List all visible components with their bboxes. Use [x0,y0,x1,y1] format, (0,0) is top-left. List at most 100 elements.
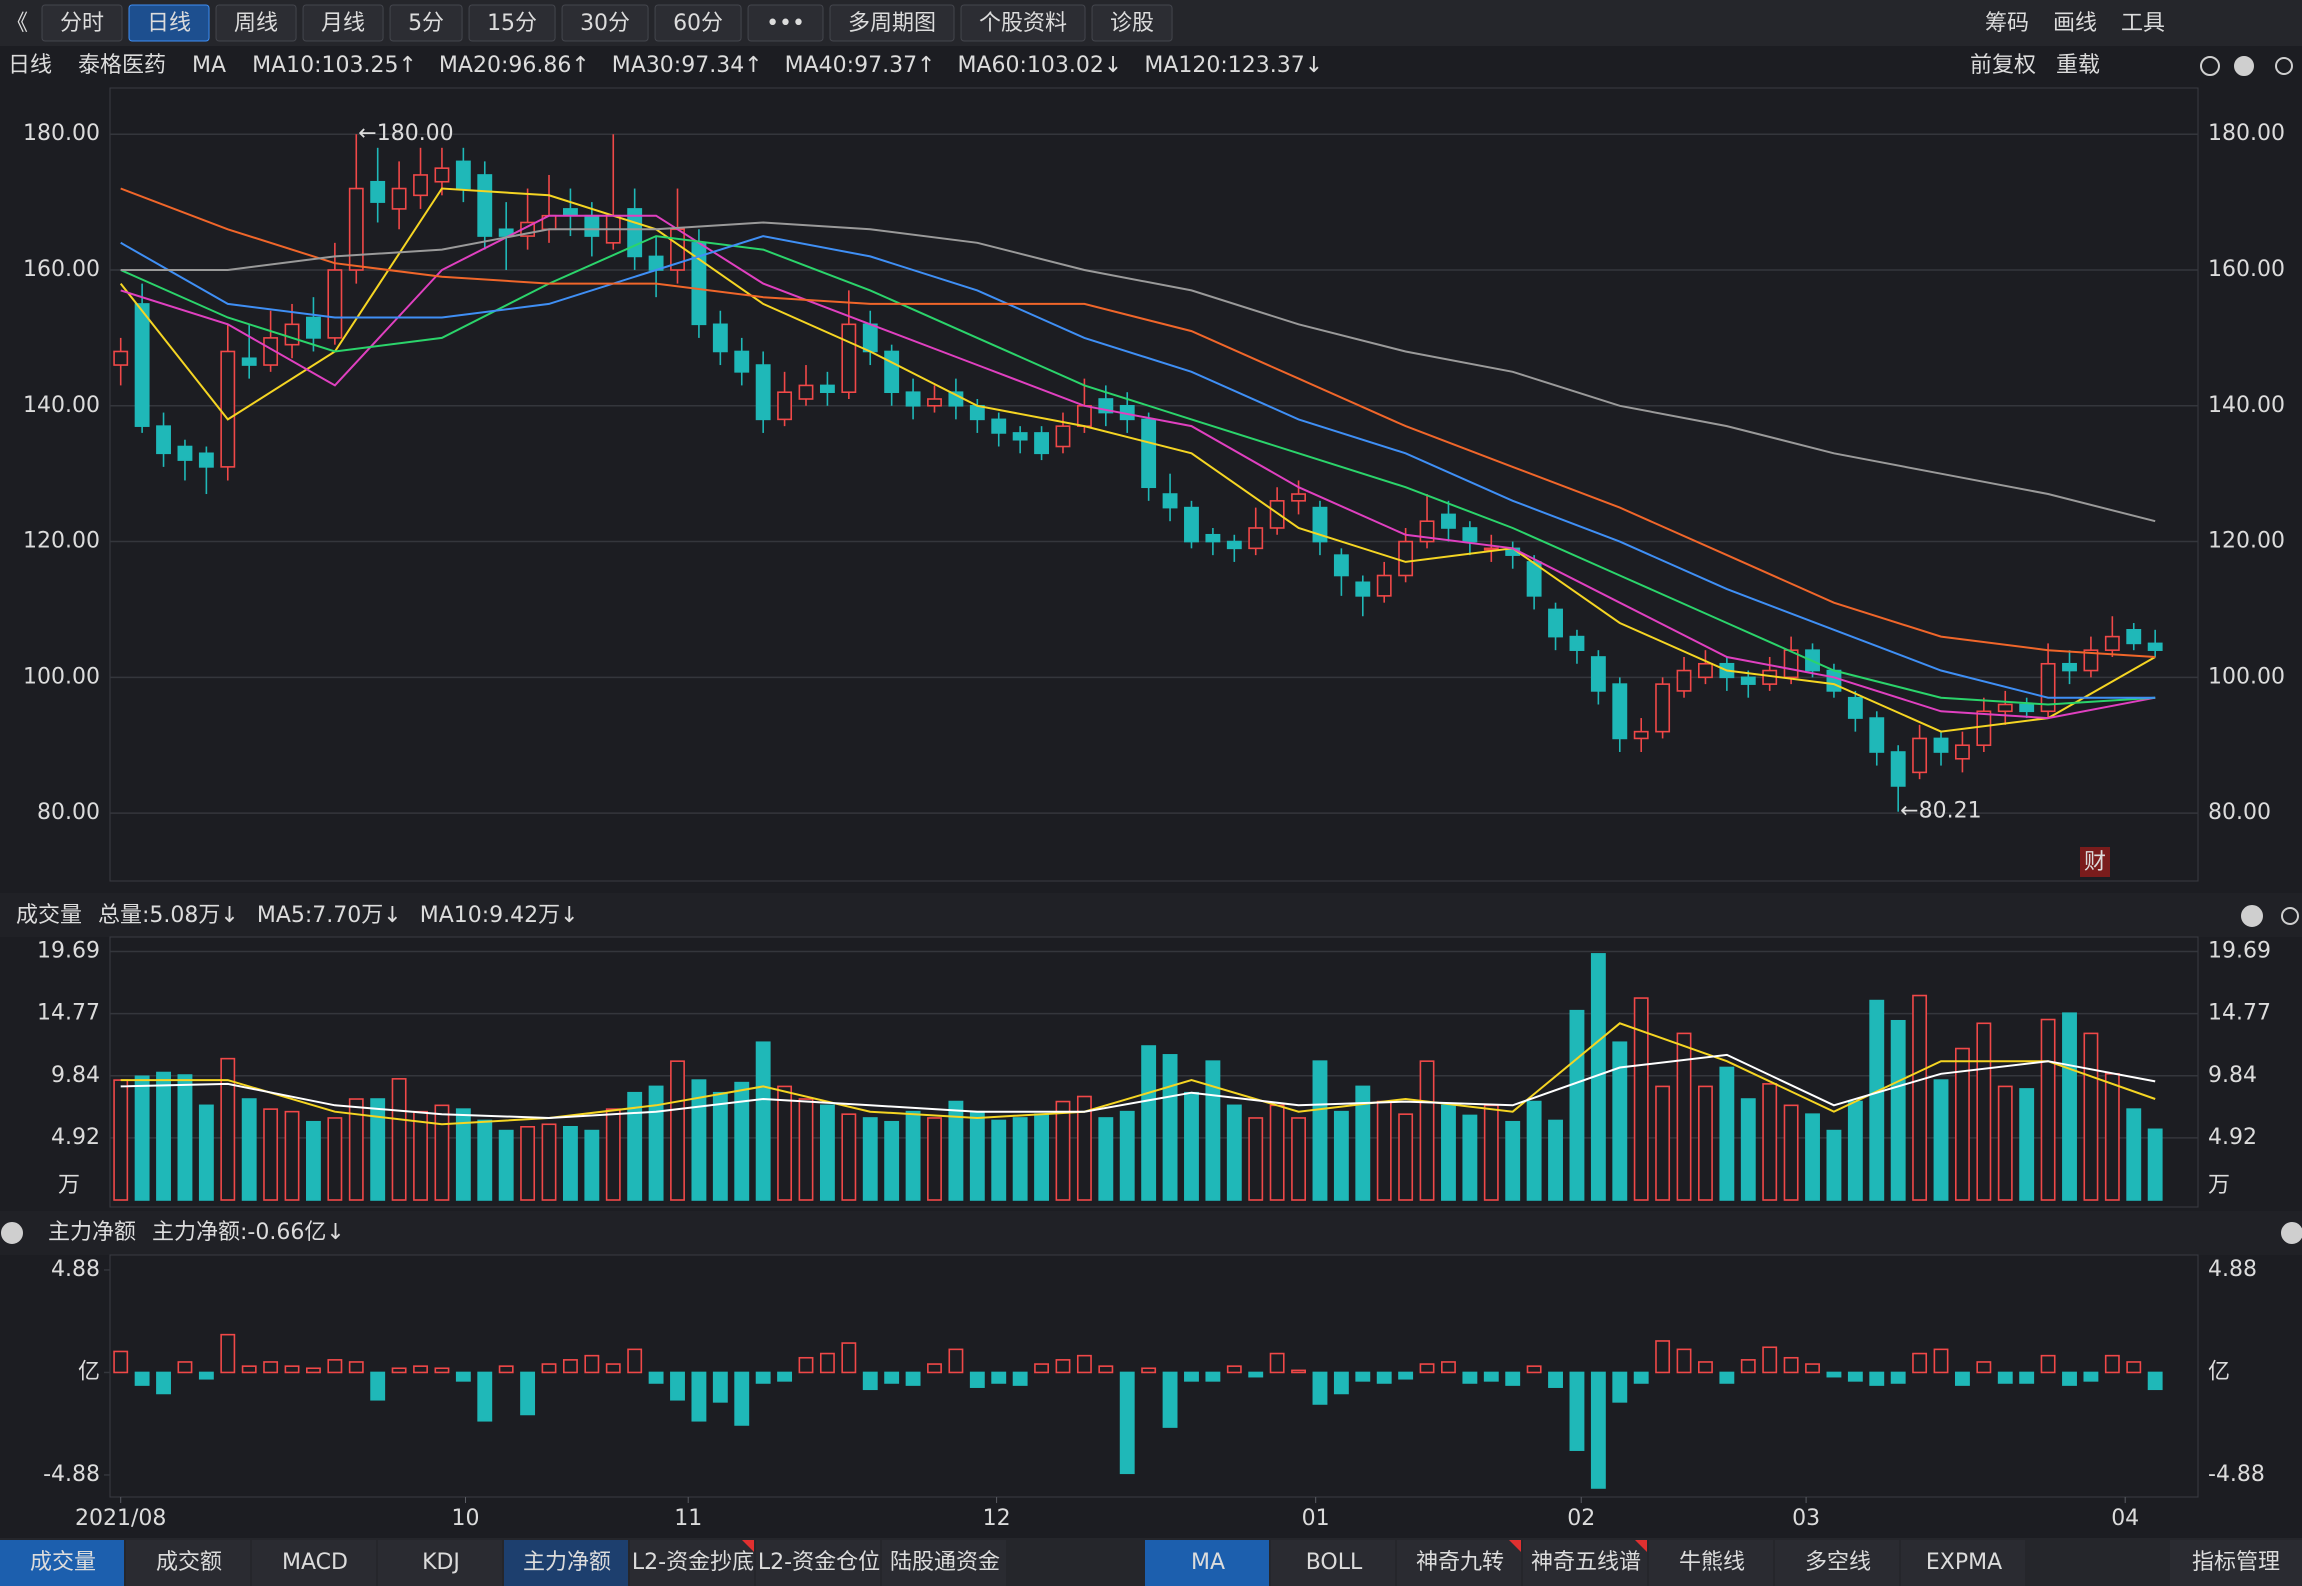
tab[interactable] [1649,1540,1773,1586]
tab-label[interactable]: KDJ [422,1550,460,1575]
settings-icon[interactable] [2275,57,2293,75]
tab-label[interactable]: 牛熊线 [1679,1550,1745,1575]
bar [1462,1114,1478,1201]
y-tick-label-right: 180.00 [2208,121,2285,146]
toolbar-button[interactable] [1091,4,1173,42]
toolbar-button-label[interactable]: 60分 [673,11,723,36]
bar [691,1079,707,1201]
collapse-icon[interactable] [1,1222,23,1244]
tab-label[interactable]: 陆股通资金 [890,1550,1000,1575]
candle-body [1055,425,1071,448]
x-tick-label: 01 [1302,1506,1330,1531]
tab[interactable] [0,1540,124,1586]
tab[interactable] [1145,1540,1269,1586]
bar [712,1371,728,1403]
toolbar-button[interactable] [829,4,955,42]
toolbar-button[interactable] [561,4,649,42]
tab-label[interactable]: 主力净额 [523,1550,611,1575]
toolbar-button-label[interactable]: 个股资料 [979,11,1067,36]
toolbar-button[interactable] [389,4,463,42]
tab-label[interactable]: 多空线 [1805,1550,1871,1575]
remove-icon[interactable] [2234,56,2254,76]
bar [263,1361,279,1374]
tab[interactable] [756,1540,880,1586]
candle-body [1954,744,1970,760]
toolbar-button[interactable] [960,4,1086,42]
toolbar-button[interactable] [128,4,210,42]
tab[interactable] [1901,1540,2025,1586]
toolbar-button-label[interactable]: 多周期图 [848,11,936,36]
close-icon[interactable] [2281,1222,2302,1244]
tab[interactable] [2170,1540,2302,1586]
toolbar-button-label[interactable]: ••• [766,11,805,36]
toolbar-button-label[interactable]: 月线 [321,11,365,36]
toolbar-right-item[interactable]: 工具 [2121,11,2165,36]
tab-label[interactable]: 神奇五线谱 [1531,1550,1641,1575]
bar [391,1367,407,1374]
tab-label[interactable]: EXPMA [1926,1550,2002,1575]
ma-line [120,235,2156,706]
toolbar-right-item[interactable]: 画线 [2053,11,2097,36]
tab[interactable] [252,1540,376,1586]
bar [220,1057,236,1201]
toolbar-button[interactable] [747,4,824,42]
y-tick-label-right: 4.88 [2208,1257,2257,1282]
tab[interactable] [1397,1540,1521,1586]
tab[interactable] [1775,1540,1899,1586]
toolbar-button-label[interactable]: 30分 [580,11,630,36]
bar [670,1060,685,1201]
toolbar-button-label[interactable]: 分时 [60,11,104,36]
bar [1612,1371,1628,1403]
bar [455,1371,471,1382]
chart-control[interactable]: 重载 [2056,53,2100,78]
toolbar-button-label[interactable]: 周线 [234,11,278,36]
toolbar-button[interactable] [215,4,297,42]
toolbar-right-item[interactable]: 筹码 [1985,11,2029,36]
tab[interactable] [630,1540,754,1586]
tab-label[interactable]: BOLL [1306,1550,1363,1575]
tab-label[interactable]: MA [1191,1550,1225,1575]
bar [691,1371,707,1422]
tab[interactable] [1271,1540,1395,1586]
tab-label[interactable]: MACD [282,1550,348,1575]
bar [734,1081,750,1201]
bar [1076,1354,1092,1374]
toolbar-button[interactable] [41,4,123,42]
candle-body [1269,500,1285,529]
toolbar-button-label[interactable]: 5分 [408,11,444,36]
bar [927,1363,942,1374]
toolbar-button-label[interactable]: 15分 [487,11,537,36]
tab[interactable] [1523,1540,1647,1586]
candle-body [413,174,428,197]
bar [1462,1371,1478,1384]
tab-label[interactable]: L2-资金抄底 [632,1550,754,1575]
tab[interactable] [504,1540,628,1586]
candle-body [1291,493,1306,502]
chart-control[interactable]: 前复权 [1970,53,2036,78]
bar [712,1091,728,1201]
tab[interactable] [126,1540,250,1586]
back-button[interactable]: 《 [6,11,28,36]
tab-label[interactable]: L2-资金仓位 [758,1550,880,1575]
candle-body [819,384,835,394]
add-icon[interactable] [2200,56,2220,76]
tab[interactable] [882,1540,1006,1586]
toolbar-button[interactable] [468,4,556,42]
toolbar-button-label[interactable]: 日线 [147,11,191,36]
tab-label[interactable]: 指标管理 [2192,1550,2280,1575]
y-tick-label-right: 80.00 [2208,800,2271,825]
toolbar-button-label[interactable]: 诊股 [1110,11,1154,36]
toolbar-button[interactable] [654,4,742,42]
y-tick-label: 140.00 [23,393,100,418]
tab-label[interactable]: 神奇九转 [1416,1550,1504,1575]
tab-label[interactable]: 成交量 [30,1550,96,1575]
toolbar-button[interactable] [302,4,384,42]
y-tick-label: 160.00 [23,257,100,282]
close-icon[interactable] [2241,905,2263,927]
settings-icon[interactable] [2281,907,2299,925]
tab-label[interactable]: 成交额 [156,1550,222,1575]
bar [1526,1365,1542,1374]
bar [819,1352,835,1374]
tab[interactable] [378,1540,502,1586]
